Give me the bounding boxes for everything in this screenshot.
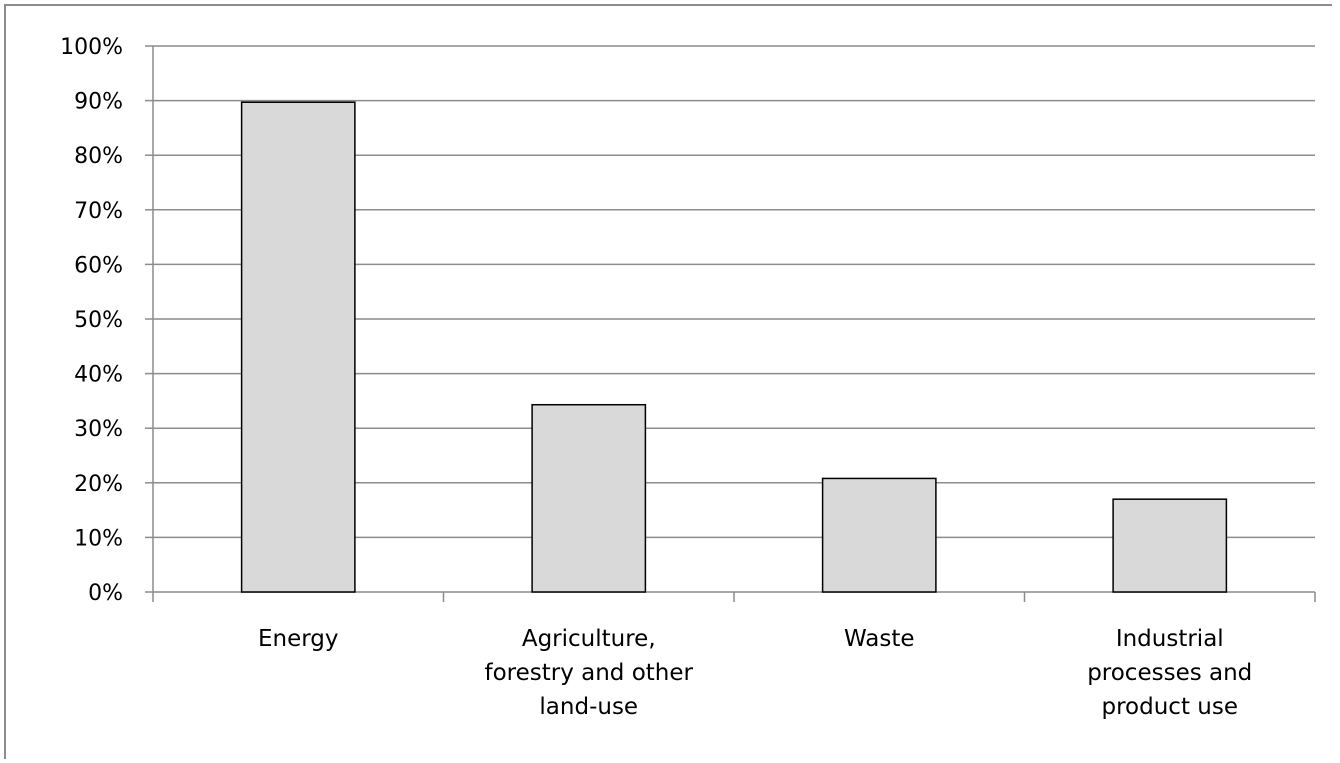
category-label: processes and bbox=[1087, 660, 1252, 686]
category-label: product use bbox=[1102, 694, 1238, 720]
bar bbox=[240, 101, 356, 593]
chart-frame bbox=[4, 4, 1332, 759]
y-tick-label: 40% bbox=[74, 363, 123, 388]
category-label: Agriculture, bbox=[522, 626, 656, 652]
y-tick-label: 0% bbox=[88, 581, 123, 606]
category-label: Industrial bbox=[1116, 626, 1224, 652]
y-tick-label: 30% bbox=[74, 417, 123, 442]
y-tick-label: 70% bbox=[74, 199, 123, 224]
y-tick-label: 50% bbox=[74, 308, 123, 333]
category-label: Waste bbox=[844, 626, 915, 652]
category-label: land-use bbox=[539, 694, 638, 720]
y-tick-label: 20% bbox=[74, 472, 123, 497]
bar bbox=[821, 477, 937, 593]
y-tick-label: 80% bbox=[74, 144, 123, 169]
y-tick-label: 60% bbox=[74, 253, 123, 278]
y-tick-label: 100% bbox=[60, 35, 123, 60]
y-tick-label: 10% bbox=[74, 526, 123, 551]
y-tick-label: 90% bbox=[74, 90, 123, 115]
bar bbox=[1112, 498, 1228, 593]
bar bbox=[531, 403, 647, 593]
category-label: Energy bbox=[258, 626, 339, 652]
category-label: forestry and other bbox=[484, 660, 693, 686]
